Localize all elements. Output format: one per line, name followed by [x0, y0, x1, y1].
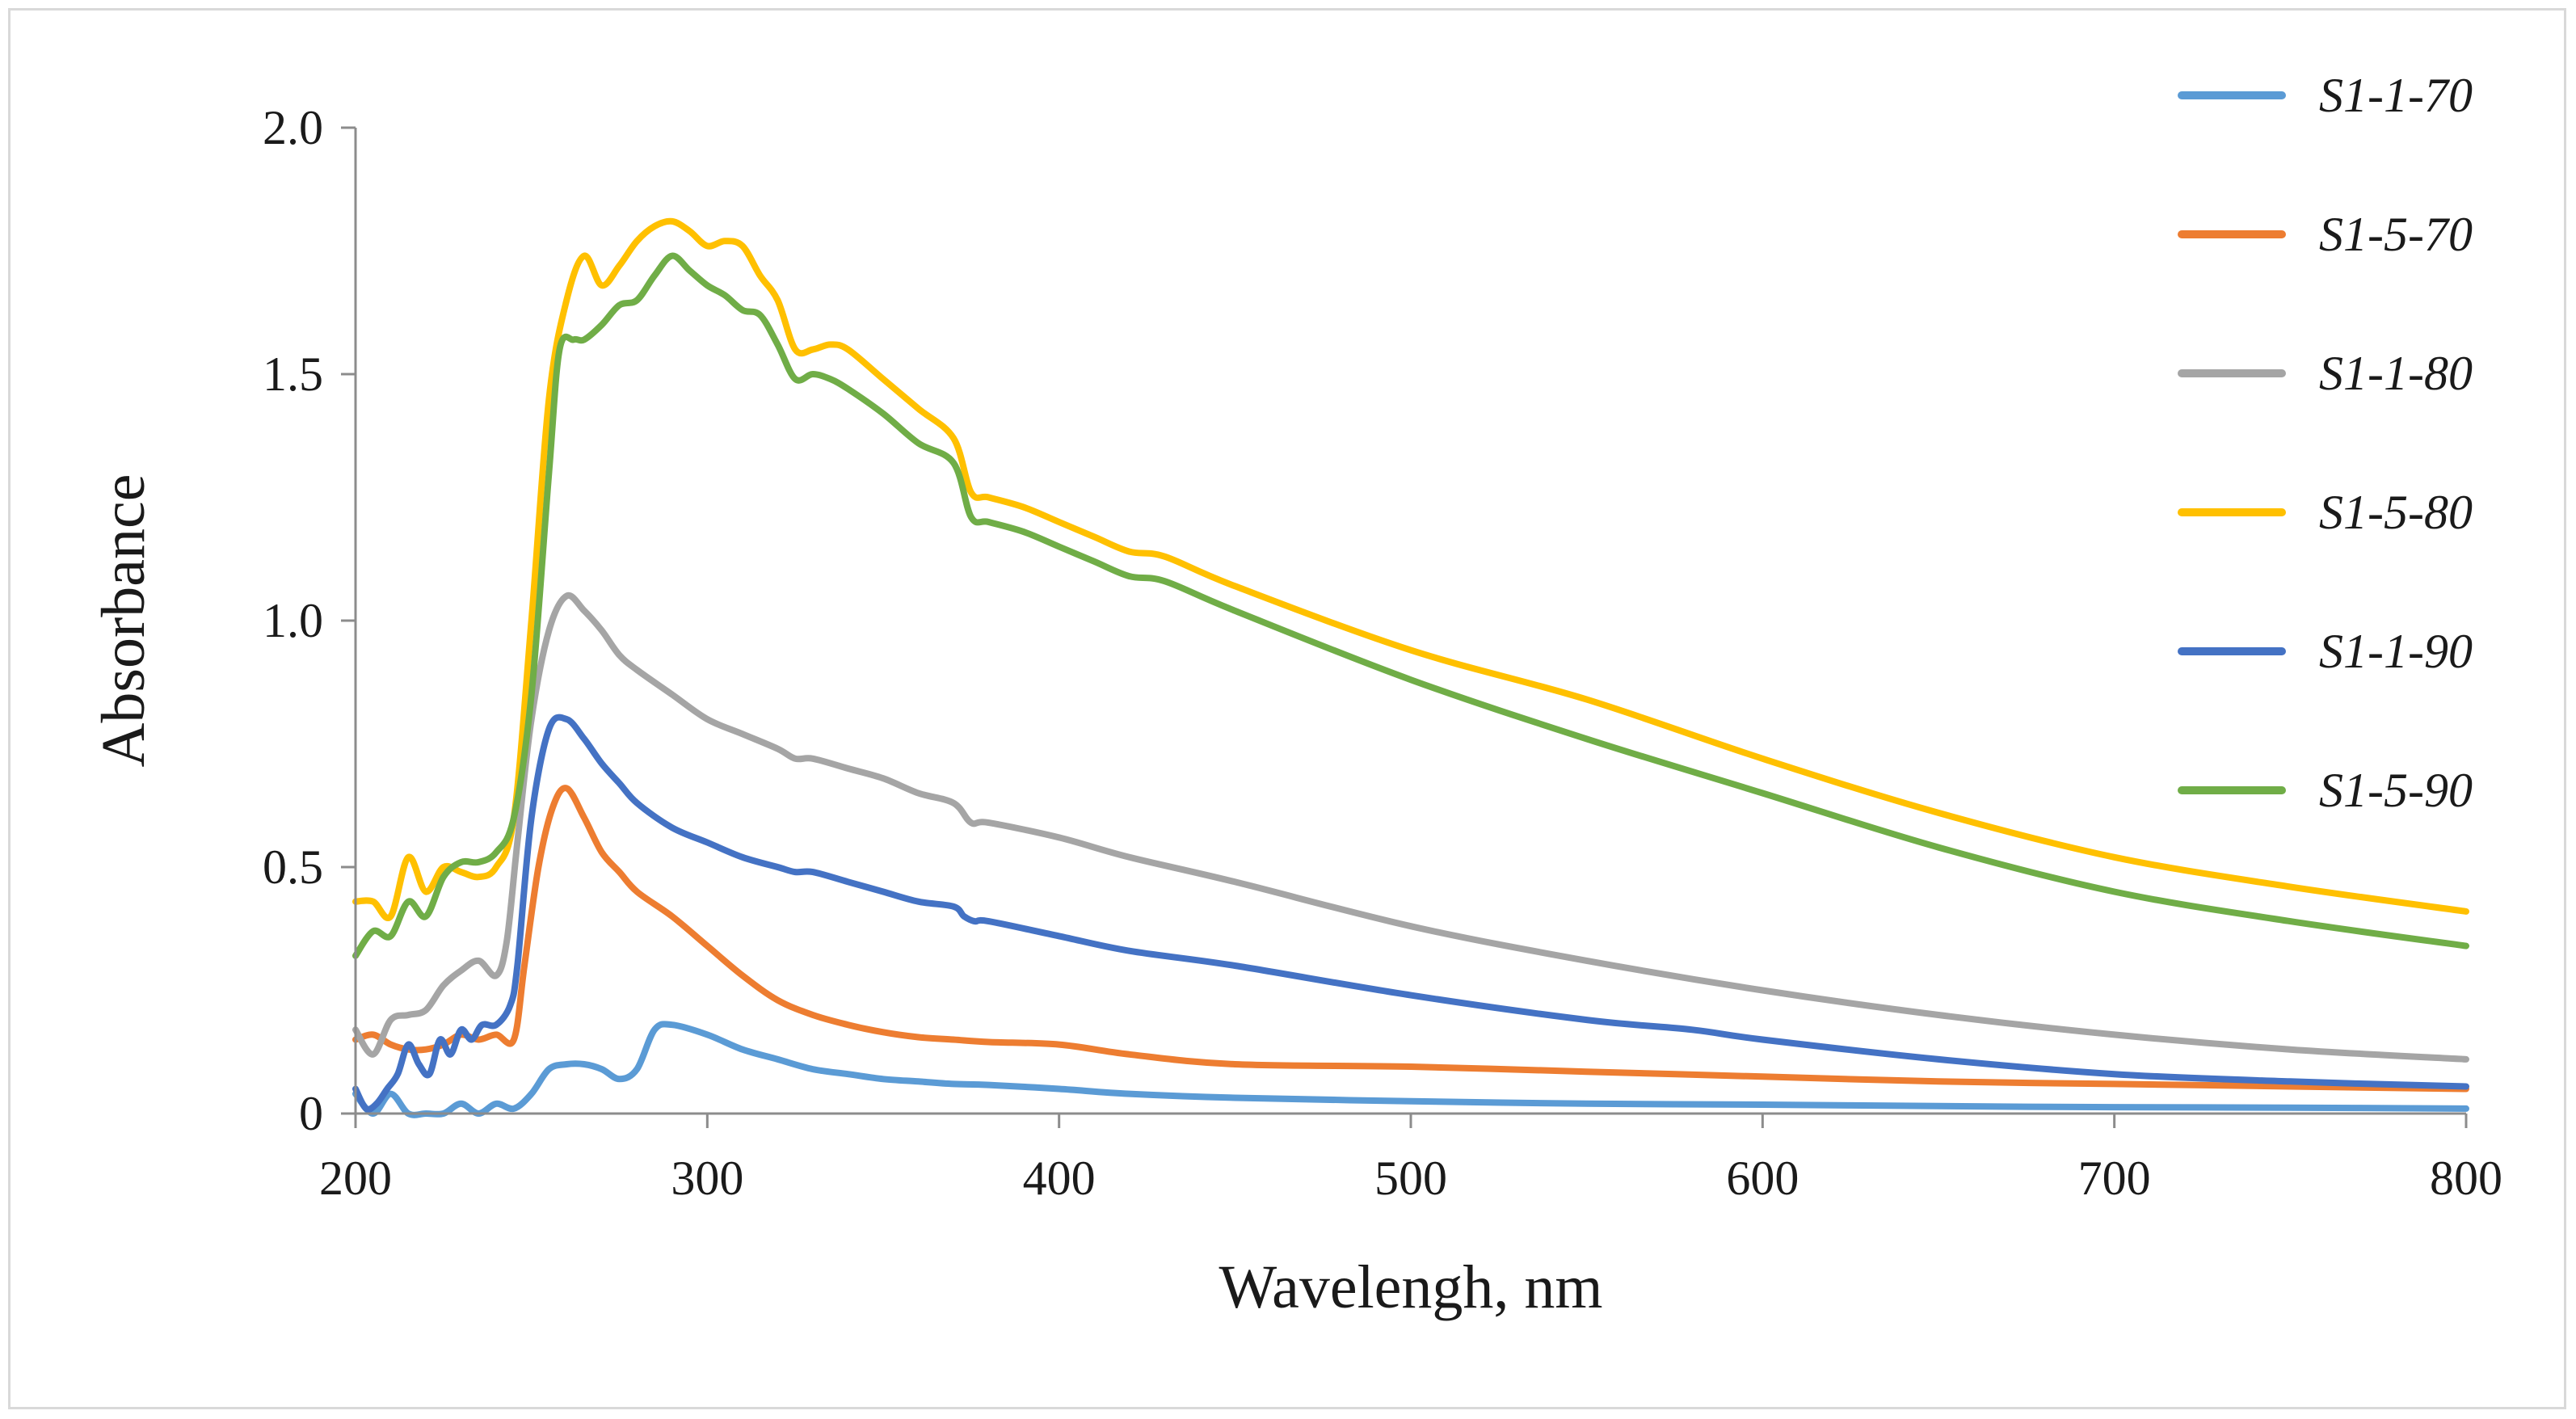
legend-label: S1-5-70 — [2319, 208, 2473, 261]
series-line-s1-1-90 — [352, 714, 2469, 1113]
legend-label: S1-1-70 — [2319, 69, 2473, 122]
series-line-s1-5-90 — [352, 252, 2469, 959]
x-tick-label: 300 — [671, 1152, 743, 1205]
x-axis-ticks: 200 300 400 500 600 700 800 — [319, 1114, 2502, 1205]
series-line-s1-5-80 — [352, 217, 2469, 921]
x-tick-label: 600 — [1726, 1152, 1799, 1205]
chart-frame — [8, 8, 2566, 1409]
legend: S1-1-70 S1-5-70 S1-1-80 S1-5-80 S1-1-90 S1-5-… — [2178, 69, 2473, 817]
x-tick-label: 400 — [1023, 1152, 1096, 1205]
series-layer — [352, 217, 2469, 1118]
legend-label: S1-1-90 — [2319, 625, 2473, 678]
x-tick-label: 800 — [2430, 1152, 2502, 1205]
y-tick-label: 1.5 — [263, 347, 323, 401]
legend-label: S1-5-90 — [2319, 764, 2473, 817]
x-axis-title: Wavelengh, nm — [1219, 1253, 1602, 1321]
series-line-s1-1-80 — [352, 592, 2469, 1063]
y-tick-label: 0 — [299, 1087, 323, 1140]
legend-label: S1-5-80 — [2319, 486, 2473, 539]
x-tick-label: 200 — [319, 1152, 392, 1205]
axes-layer — [354, 128, 2466, 1115]
y-tick-label: 1.0 — [263, 594, 323, 647]
y-tick-label: 2.0 — [263, 101, 323, 154]
series-line-s1-5-70 — [352, 785, 2469, 1093]
y-axis-title: Absorbance — [90, 474, 158, 768]
x-tick-label: 700 — [2078, 1152, 2151, 1205]
y-tick-label: 0.5 — [263, 840, 323, 894]
legend-label: S1-1-80 — [2319, 347, 2473, 400]
x-tick-label: 500 — [1374, 1152, 1447, 1205]
y-axis-ticks: 0 0.5 1.0 1.5 2.0 — [263, 101, 356, 1140]
